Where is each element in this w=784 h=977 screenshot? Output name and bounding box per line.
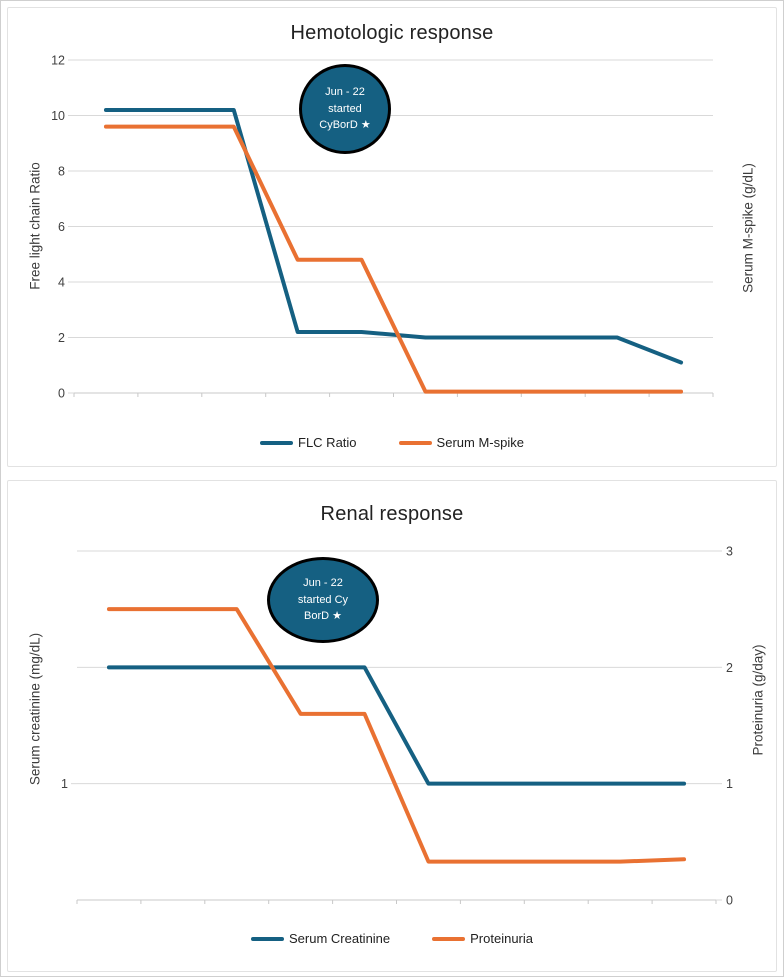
- series-line-0: [103, 107, 684, 365]
- legend-label: FLC Ratio: [298, 435, 357, 450]
- series-line-1: [106, 607, 687, 864]
- series-line-1: [103, 124, 684, 394]
- legend-swatch-line: [398, 440, 432, 445]
- legend-item: FLC Ratio: [260, 435, 357, 450]
- y-axis-tick-label: 2: [58, 331, 65, 345]
- legend-item: Serum M-spike: [398, 435, 524, 450]
- annotation-line: CyBorD ★: [319, 119, 371, 132]
- annotation-line: Jun - 22: [303, 577, 343, 590]
- series-line-0: [106, 665, 687, 786]
- y-axis-tick-label: 2: [726, 661, 733, 675]
- y-axis-tick-label: 3: [726, 545, 733, 559]
- legend-swatch-line: [432, 936, 466, 941]
- legend-label: Proteinuria: [470, 931, 534, 946]
- annotation-oval: Jun - 22 started Cy BorD ★: [267, 557, 379, 643]
- chart-title: Hemotologic response: [290, 22, 494, 44]
- legend-item: Proteinuria: [432, 931, 533, 946]
- y-axis-tick-label: 0: [726, 894, 733, 908]
- legend-swatch-line: [260, 440, 294, 445]
- annotation-line: Jun - 22: [325, 86, 365, 99]
- legend-label: Serum Creatinine: [288, 931, 391, 946]
- chart-title: Renal response: [320, 503, 464, 525]
- annotation-oval: Jun - 22 started CyBorD ★: [299, 64, 391, 154]
- y-axis-tick-label: 4: [58, 276, 65, 290]
- hematologic-line-chart: 12 10 8 6 4 2 0: [51, 54, 714, 401]
- legend: Serum Creatinine Proteinuria: [8, 931, 776, 946]
- renal-line-chart: 1 3 2 1 0: [61, 545, 733, 908]
- y-axis-tick-label: 1: [61, 777, 68, 791]
- legend-item: Serum Creatinine: [250, 931, 391, 946]
- y-axis-tick-label: 0: [58, 387, 65, 401]
- hematologic-response-card: Hemotologic response Free light chain Ra…: [7, 7, 777, 467]
- annotation-line: started: [328, 102, 362, 115]
- y-axis-tick-label: 12: [51, 54, 65, 68]
- legend-swatch-line: [250, 936, 284, 941]
- y-axis-tick-label: 1: [726, 777, 733, 791]
- legend-label: Serum M-spike: [436, 435, 524, 450]
- annotation-line: BorD ★: [304, 610, 342, 623]
- y-axis-tick-label: 8: [58, 165, 65, 179]
- y-axis-tick-label: 6: [58, 220, 65, 234]
- annotation-line: started Cy: [297, 593, 349, 606]
- y-axis-tick-label: 10: [51, 109, 65, 123]
- renal-response-card: Renal response Serum creatinine (mg/dL) …: [7, 480, 777, 972]
- legend: FLC Ratio Serum M-spike: [8, 435, 776, 450]
